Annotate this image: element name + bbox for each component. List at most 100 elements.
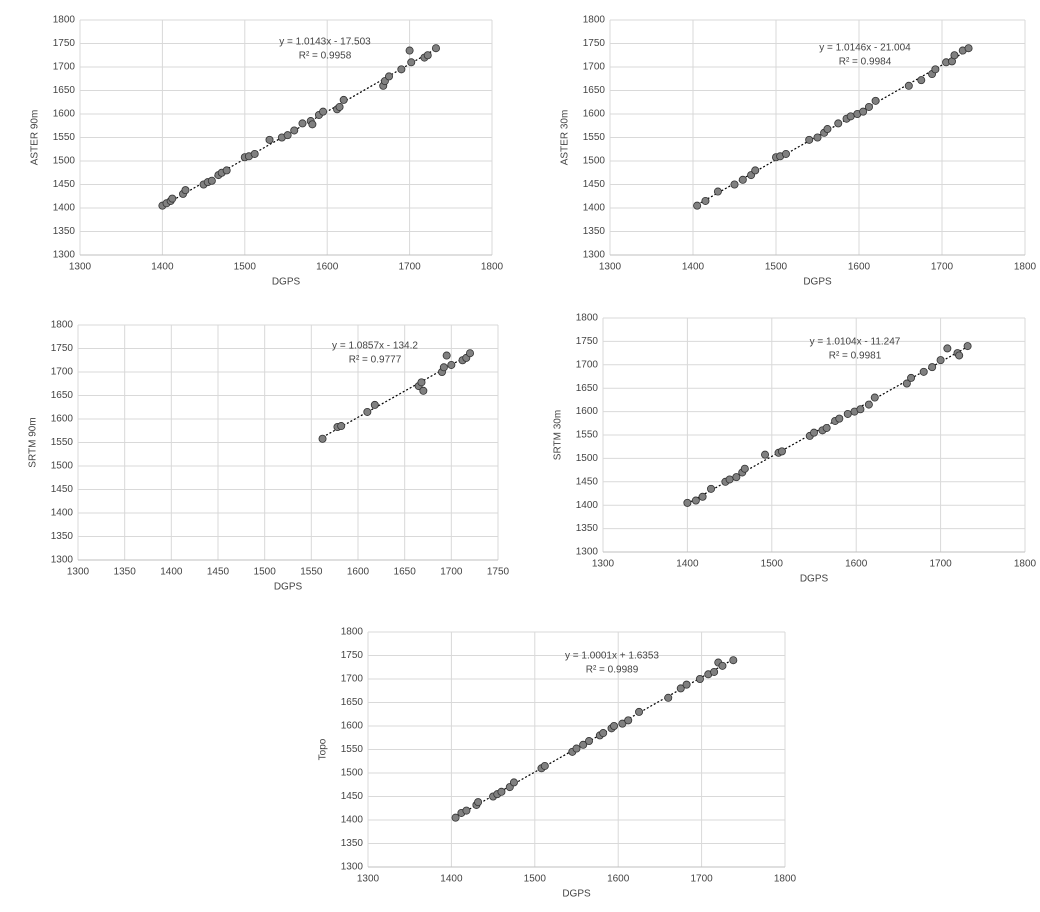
point (701, 196, 710, 205)
y-tick-label: 1400 (576, 500, 599, 511)
y-tick-label: 1500 (53, 156, 76, 167)
y-axis-title: ASTER 90m (30, 110, 41, 166)
equation: y = 1.0143x - 17.503 (279, 37, 371, 48)
x-tick-label: 1700 (440, 567, 463, 578)
point (931, 65, 940, 74)
r-squared: R² = 0.9777 (349, 355, 402, 366)
point (222, 166, 231, 175)
x-tick-label: 1300 (67, 567, 90, 578)
y-axis-title: SRTM 90m (28, 417, 39, 467)
point (447, 360, 456, 369)
y-tick-label: 1350 (51, 531, 74, 542)
x-tick-label: 1600 (607, 874, 630, 885)
y-tick-label: 1750 (583, 38, 606, 49)
x-tick-label: 1700 (398, 262, 421, 273)
point (474, 798, 483, 807)
y-tick-label: 1550 (583, 132, 606, 143)
point (919, 367, 928, 376)
point (405, 46, 414, 55)
y-tick-label: 1550 (576, 430, 599, 441)
y-tick-label: 1700 (583, 62, 606, 73)
point (540, 761, 549, 770)
point (864, 400, 873, 409)
equation: y = 1.0146x - 21.004 (819, 43, 911, 54)
point (397, 65, 406, 74)
y-tick-label: 1650 (341, 697, 364, 708)
point (572, 744, 581, 753)
point (718, 661, 727, 670)
y-tick-label: 1450 (53, 179, 76, 190)
x-tick-label: 1500 (254, 567, 277, 578)
x-axis-title: DGPS (562, 889, 591, 900)
point (732, 473, 741, 482)
x-tick-label: 1400 (151, 262, 174, 273)
y-tick-label: 1600 (583, 109, 606, 120)
y-tick-label: 1350 (583, 226, 606, 237)
point (417, 378, 426, 387)
point (363, 407, 372, 416)
y-tick-label: 1300 (341, 862, 364, 873)
point (917, 76, 926, 85)
point (864, 102, 873, 111)
y-tick-label: 1350 (341, 838, 364, 849)
y-tick-label: 1500 (576, 453, 599, 464)
point (928, 363, 937, 372)
y-axis-title: SRTM 30m (553, 410, 564, 460)
y-tick-label: 1700 (53, 62, 76, 73)
y-tick-label: 1350 (53, 226, 76, 237)
point (805, 135, 814, 144)
x-tick-label: 1700 (690, 874, 713, 885)
point (870, 393, 879, 402)
point (822, 423, 831, 432)
y-tick-label: 1750 (51, 343, 74, 354)
y-tick-label: 1300 (51, 555, 74, 566)
y-tick-label: 1650 (576, 383, 599, 394)
point (635, 707, 644, 716)
x-tick-label: 1700 (931, 262, 954, 273)
point (337, 422, 346, 431)
y-tick-label: 1700 (576, 359, 599, 370)
y-tick-label: 1800 (51, 320, 74, 331)
chart: 1300 1350 1400 1450 1500 1550 1600 1650 1700 1750… (553, 313, 1037, 585)
point (624, 716, 633, 725)
point (907, 373, 916, 382)
x-tick-label: 1500 (524, 874, 547, 885)
point (339, 95, 348, 104)
point (707, 484, 716, 493)
y-tick-label: 1450 (583, 179, 606, 190)
point (695, 675, 704, 684)
point (509, 778, 518, 787)
y-tick-label: 1800 (53, 15, 76, 26)
point (664, 693, 673, 702)
point (902, 379, 911, 388)
point (682, 680, 691, 689)
y-tick-label: 1300 (53, 250, 76, 261)
point (439, 363, 448, 372)
point (283, 131, 292, 140)
point (676, 684, 685, 693)
point (451, 813, 460, 822)
x-tick-label: 1800 (1014, 262, 1037, 273)
point (384, 72, 393, 81)
point (823, 125, 832, 134)
point (810, 428, 819, 437)
x-tick-label: 1400 (160, 567, 183, 578)
point (950, 51, 959, 60)
x-axis-title: DGPS (272, 277, 301, 288)
y-tick-label: 1600 (53, 109, 76, 120)
point (740, 464, 749, 473)
point (955, 351, 964, 360)
point (761, 450, 770, 459)
x-tick-label: 1550 (300, 567, 323, 578)
point (964, 44, 973, 53)
x-tick-label: 1400 (682, 262, 705, 273)
x-tick-label: 1300 (357, 874, 380, 885)
y-tick-label: 1550 (53, 132, 76, 143)
point (462, 806, 471, 815)
y-tick-label: 1650 (51, 390, 74, 401)
x-axis-title: DGPS (803, 277, 832, 288)
point (856, 405, 865, 414)
point (813, 133, 822, 142)
chart: 1300 1350 1400 1450 1500 1550 1600 1650 1700 1750… (560, 15, 1037, 288)
